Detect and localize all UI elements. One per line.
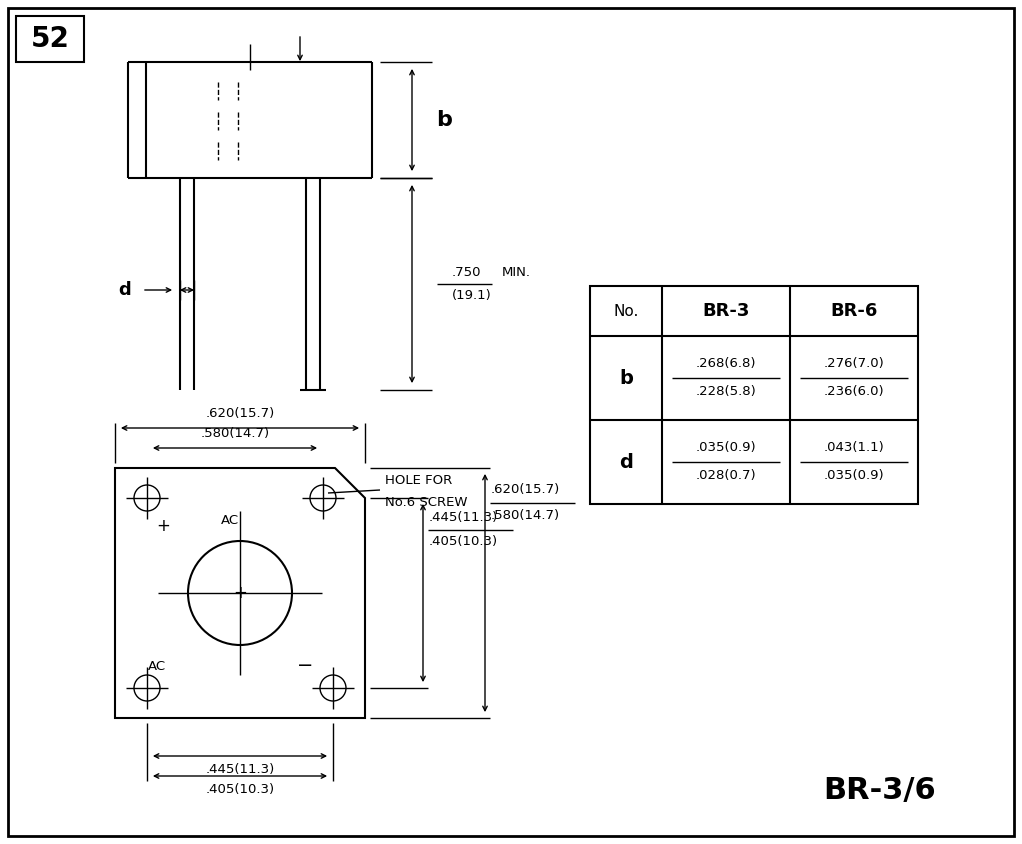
Text: b: b [619,369,633,387]
Text: AC: AC [221,513,239,527]
Text: BR-3: BR-3 [702,302,750,320]
Text: .580(14.7): .580(14.7) [200,428,270,441]
Bar [16,16,84,62]
Text: .580(14.7): .580(14.7) [491,510,560,522]
Text: 52: 52 [31,25,69,53]
Text: −: − [296,657,313,675]
Text: .268(6.8): .268(6.8) [696,358,756,371]
Text: .750: .750 [452,266,481,279]
Text: MIN.: MIN. [502,266,531,279]
Bar [590,286,918,504]
Text: +: + [156,517,170,535]
Text: .028(0.7): .028(0.7) [696,469,756,483]
Text: .035(0.9): .035(0.9) [824,469,884,483]
Text: (19.1): (19.1) [452,289,492,302]
Text: No.: No. [613,304,639,318]
Text: .620(15.7): .620(15.7) [491,484,560,496]
Text: .445(11.3): .445(11.3) [429,511,499,524]
Text: .035(0.9): .035(0.9) [696,441,756,455]
Text: .405(10.3): .405(10.3) [205,783,275,797]
Text: .276(7.0): .276(7.0) [824,358,884,371]
Text: .620(15.7): .620(15.7) [205,408,275,420]
Text: BR-6: BR-6 [830,302,878,320]
Text: d: d [619,452,633,472]
Text: No.6 SCREW: No.6 SCREW [385,495,467,508]
Text: .405(10.3): .405(10.3) [429,535,498,549]
Text: .228(5.8): .228(5.8) [696,386,756,398]
Text: BR-3/6: BR-3/6 [824,776,936,804]
Text: .236(6.0): .236(6.0) [824,386,884,398]
Text: d: d [119,281,132,299]
Text: .445(11.3): .445(11.3) [205,764,275,776]
Text: HOLE FOR: HOLE FOR [385,473,453,486]
Text: b: b [436,110,452,130]
Text: +: + [233,584,247,602]
Text: AC: AC [148,659,166,673]
Text: .043(1.1): .043(1.1) [824,441,884,455]
